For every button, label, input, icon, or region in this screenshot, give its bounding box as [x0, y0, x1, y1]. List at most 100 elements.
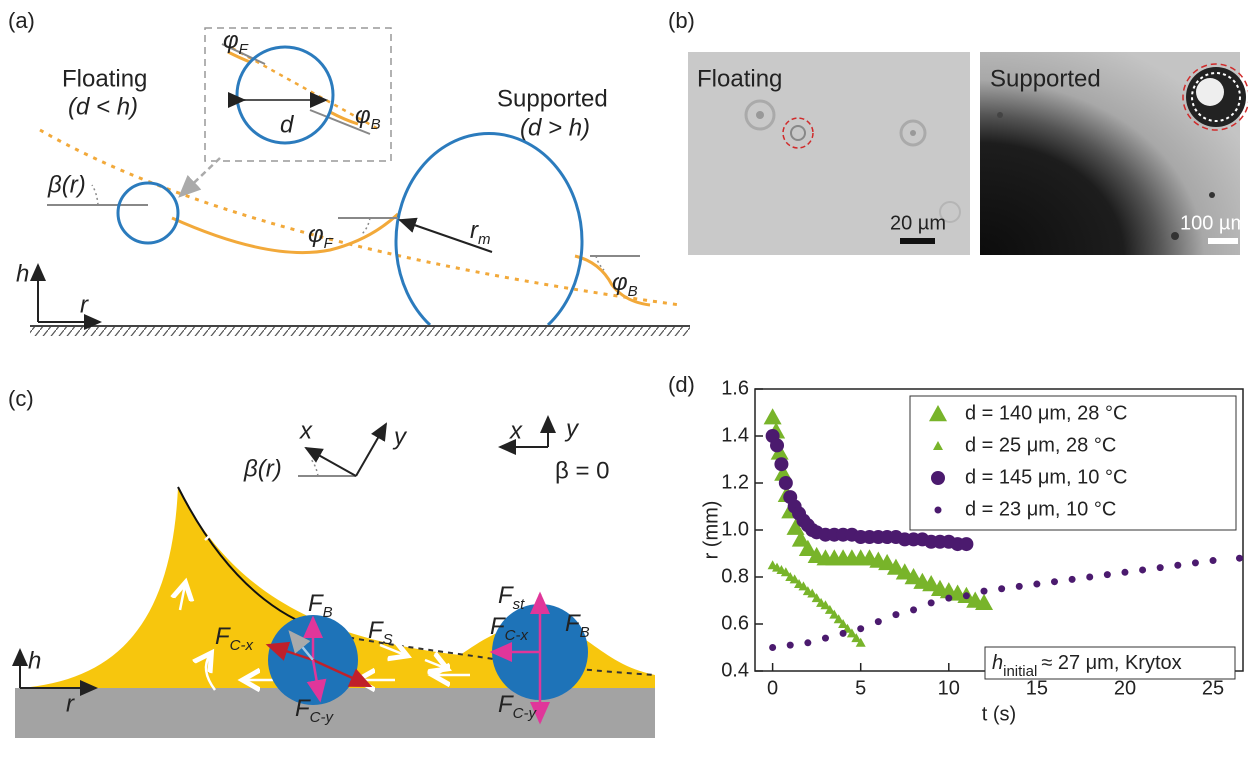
- data-point: [927, 599, 935, 607]
- line: [221, 43, 266, 65]
- data-point: [789, 574, 800, 584]
- legend-label: d = 140 μm, 28 °C: [965, 402, 1127, 424]
- scale-label: 20 µm: [890, 212, 946, 234]
- label: hinitial ≈ 27 μm, Krytox: [992, 652, 1182, 680]
- x-tick-label: 5: [855, 677, 866, 699]
- y-tick-label: 0.6: [721, 612, 749, 634]
- data-point: [922, 575, 941, 592]
- label: FC-y: [295, 695, 334, 726]
- data-point: [892, 611, 900, 619]
- data-point: [1174, 561, 1182, 569]
- symbol: F: [368, 617, 384, 644]
- symbol: r: [470, 217, 479, 244]
- shape: [574, 254, 651, 307]
- data-point: [975, 593, 994, 611]
- panel-label: (a): [8, 8, 35, 33]
- legend-label: d = 23 μm, 10 °C: [965, 498, 1116, 520]
- data-point: [962, 592, 970, 600]
- data-point: [798, 539, 817, 556]
- shape: [30, 326, 690, 336]
- data-point: [829, 609, 840, 619]
- data-point: [780, 567, 791, 577]
- subscript: B: [323, 604, 333, 621]
- shape: [180, 585, 185, 611]
- panel-label: (c): [8, 386, 34, 411]
- shape: [329, 110, 359, 126]
- line: [304, 447, 357, 477]
- x-tick-label: 0: [767, 677, 778, 699]
- line: [178, 157, 221, 198]
- data-point: [1033, 580, 1041, 588]
- data-point: [910, 606, 918, 614]
- x-tick-label: 15: [1026, 677, 1048, 699]
- shape: [206, 655, 217, 691]
- supported-label: Supported: [497, 85, 608, 112]
- line: [312, 658, 373, 688]
- shape: [1209, 192, 1215, 198]
- label: rm: [470, 217, 491, 248]
- legend-label: d = 145 μm, 10 °C: [965, 466, 1127, 488]
- axis-label: h: [16, 260, 29, 287]
- shape: [744, 99, 776, 131]
- data-point: [821, 634, 829, 642]
- chart: 0 5 10 15 20 25 0.4 0.6 0.8 1.0 1.2 1.4 1.6 t (s) r (m…: [700, 377, 1244, 725]
- subscript: B: [628, 283, 638, 300]
- shape: [231, 46, 381, 132]
- annotation-text: ≈ 27 μm, Krytox: [1041, 652, 1181, 674]
- subscript: C-x: [230, 637, 254, 654]
- label: FC-x: [490, 613, 528, 644]
- y-tick-label: 1.6: [721, 377, 749, 399]
- data-point: [839, 629, 847, 637]
- x-tick-label: 20: [1114, 677, 1136, 699]
- symbol: φ: [223, 27, 239, 54]
- shape: [997, 112, 1003, 118]
- label: φB: [355, 102, 381, 133]
- floating-label: Floating: [62, 65, 147, 92]
- axis-label: x: [299, 417, 313, 444]
- y-tick-label: 1.0: [721, 518, 749, 540]
- legend-marker: [934, 506, 942, 514]
- shape: [900, 238, 935, 244]
- subscript: B: [371, 116, 381, 133]
- data-point: [895, 563, 914, 580]
- x-tick-label: 25: [1202, 677, 1224, 699]
- image-label: Floating: [697, 65, 782, 92]
- line: [355, 422, 387, 477]
- shape: [361, 217, 371, 235]
- line: [288, 630, 314, 661]
- axis-label: r: [66, 690, 75, 717]
- shape: [171, 212, 400, 255]
- symbol: F: [498, 691, 514, 718]
- shape: [309, 457, 319, 477]
- data-point: [824, 604, 835, 614]
- y-axis-label: r (mm): [700, 501, 722, 560]
- shape: [204, 27, 392, 162]
- shape: [782, 117, 814, 149]
- symbol: φ: [308, 221, 324, 248]
- data-point: [855, 637, 866, 647]
- shape: [1171, 232, 1179, 240]
- data-point: [1156, 564, 1164, 572]
- data-point: [851, 633, 862, 643]
- data-point: [878, 553, 897, 571]
- shape: [790, 125, 806, 141]
- shape: [91, 184, 99, 206]
- data-point: [798, 581, 809, 591]
- data-point: [1103, 571, 1111, 579]
- data-point: [1015, 582, 1023, 590]
- data-point: [945, 594, 953, 602]
- label: FB: [308, 590, 333, 621]
- label: Fst: [498, 582, 525, 613]
- legend-marker: [931, 471, 945, 485]
- line: [306, 659, 327, 703]
- data-point: [770, 438, 785, 453]
- data-point: [842, 623, 853, 633]
- label: FC-y: [498, 691, 537, 722]
- subscript: S: [383, 631, 393, 648]
- shape: [984, 646, 1236, 680]
- legend-marker: [933, 441, 943, 450]
- shape: [756, 111, 764, 119]
- axis-label: y: [392, 423, 408, 450]
- scale-label: 100 µm: [1180, 212, 1247, 234]
